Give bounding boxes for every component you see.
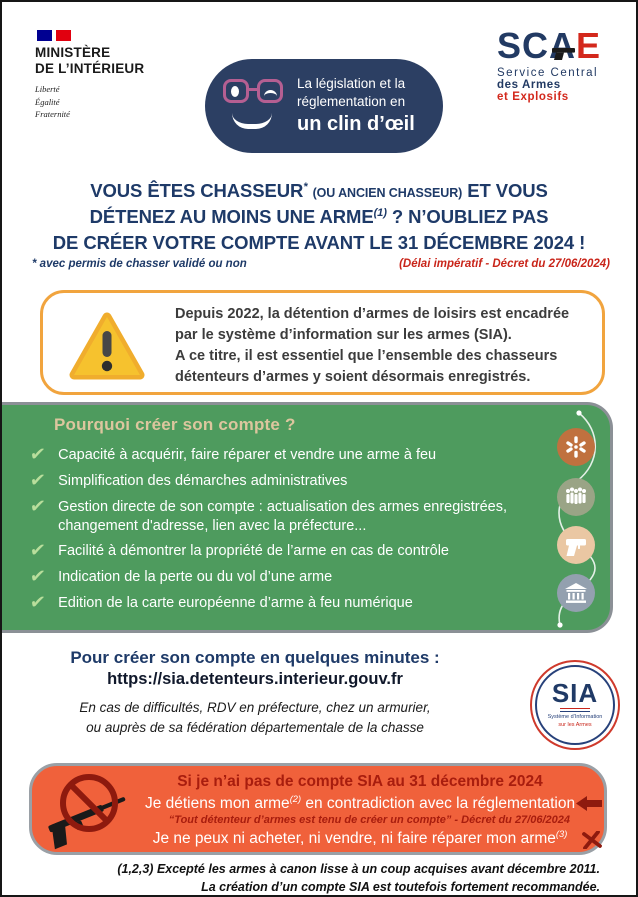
headline-line3: DE CRÉER VOTRE COMPTE AVANT LE 31 DÉCEMB…	[52, 231, 586, 253]
ministry-logo: MINISTÈRE DE L’INTÉRIEUR Liberté Égalité…	[35, 30, 144, 121]
footnote-permit: * avec permis de chasser validé ou non	[32, 258, 247, 270]
badge-line1: La législation et la	[297, 75, 406, 91]
scae-subtitle1: Service Central	[497, 67, 599, 79]
scae-subtitle3: et Explosifs	[497, 91, 569, 103]
cta-help-text: En cas de difficultés, RDV en préfecture…	[79, 700, 431, 735]
headline: VOUS ÊTES CHASSEUR* (OU ANCIEN CHASSEUR)…	[20, 178, 618, 256]
badge-line3: un clin d’œil	[297, 113, 415, 136]
prefecture-building-icon	[557, 574, 595, 612]
sia-url-link[interactable]: https://sia.detenteurs.interieur.gouv.fr	[107, 670, 403, 688]
warning-text: Depuis 2022, la détention d’armes de loi…	[175, 306, 570, 386]
pistol-icon	[557, 526, 595, 564]
check-icon: ✔	[28, 495, 47, 517]
footer-note: (1,2,3) Excepté les armes à canon lisse …	[117, 862, 600, 895]
benefit-item: ✔ Gestion directe de son compte : actual…	[28, 495, 508, 534]
scae-acronym: SCAE	[497, 25, 602, 66]
benefit-item: ✔ Capacité à acquérir, faire réparer et …	[28, 444, 437, 465]
ministry-name-line1: MINISTÈRE	[35, 45, 111, 60]
benefit-item: ✔ Facilité à démontrer la propriété de l…	[28, 540, 449, 562]
check-icon: ✔	[28, 469, 47, 491]
ministry-name-line2: DE L’INTÉRIEUR	[35, 60, 145, 76]
spark-icon	[557, 428, 595, 466]
benefits-icon-rail	[557, 410, 597, 628]
ministry-motto: Liberté Égalité Fraternité	[35, 83, 70, 120]
deadline-line1: Je détiens mon arme(2) en contradiction …	[124, 794, 602, 813]
warning-triangle-icon	[69, 312, 145, 380]
ministry-name: MINISTÈRE DE L’INTÉRIEUR	[35, 45, 144, 77]
deadline-panel: Si je n’ai pas de compte SIA au 31 décem…	[29, 763, 607, 855]
benefits-panel: Pourquoi créer son compte ? ✔ Capacité à…	[2, 402, 613, 633]
no-rifle-icon	[48, 774, 126, 850]
glasses-wink-icon	[223, 77, 287, 135]
cta-title: Pour créer son compte en quelques minute…	[70, 648, 440, 667]
cta-block: Pour créer son compte en quelques minute…	[30, 648, 480, 737]
warning-box: Depuis 2022, la détention d’armes de loi…	[40, 290, 605, 395]
sia-logo: SIA Système d’Information sur les Armes	[530, 660, 620, 750]
headline-line1: VOUS ÊTES CHASSEUR* (OU ANCIEN CHASSEUR)…	[90, 180, 548, 201]
scae-logo: SCAE Service Central des Armes et Explos…	[497, 25, 602, 104]
deadline-title: Si je n’ai pas de compte SIA au 31 décem…	[177, 773, 543, 790]
headline-line2: DÉTENEZ AU MOINS UNE ARME(1) ? N’OUBLIEZ…	[89, 205, 549, 227]
benefit-item: ✔ Edition de la carte européenne d’arme …	[28, 592, 413, 614]
deadline-quote: “Tout détenteur d’armes est tenu de crée…	[168, 814, 570, 827]
handgun-icon	[552, 48, 575, 60]
benefits-list: ✔ Capacité à acquérir, faire réparer et …	[28, 444, 520, 620]
deadline-line2: Je ne peux ni acheter, ni vendre, ni fai…	[124, 829, 602, 850]
footnote-decree: (Délai impératif - Décret du 27/06/2024)	[399, 258, 610, 270]
check-icon: ✔	[28, 592, 47, 614]
check-icon: ✔	[28, 566, 47, 588]
x-mark-icon	[582, 831, 602, 850]
check-icon: ✔	[28, 444, 47, 465]
people-icon	[557, 478, 595, 516]
arrow-left-icon	[576, 796, 602, 811]
scae-subtitle2: des Armes	[497, 79, 561, 91]
benefit-item: ✔ Indication de la perte ou du vol d’une…	[28, 566, 333, 588]
french-flag-icon	[37, 30, 144, 41]
sia-subtitle: Système d’Information sur les Armes	[547, 714, 603, 728]
benefit-item: ✔ Simplification des démarches administr…	[28, 469, 348, 491]
badge-line2: réglementation en	[297, 93, 406, 109]
sia-acronym: SIA	[551, 678, 599, 709]
check-icon: ✔	[28, 540, 47, 562]
benefits-title: Pourquoi créer son compte ?	[54, 415, 296, 434]
legislation-badge: La législation et la réglementation en u…	[205, 59, 443, 153]
